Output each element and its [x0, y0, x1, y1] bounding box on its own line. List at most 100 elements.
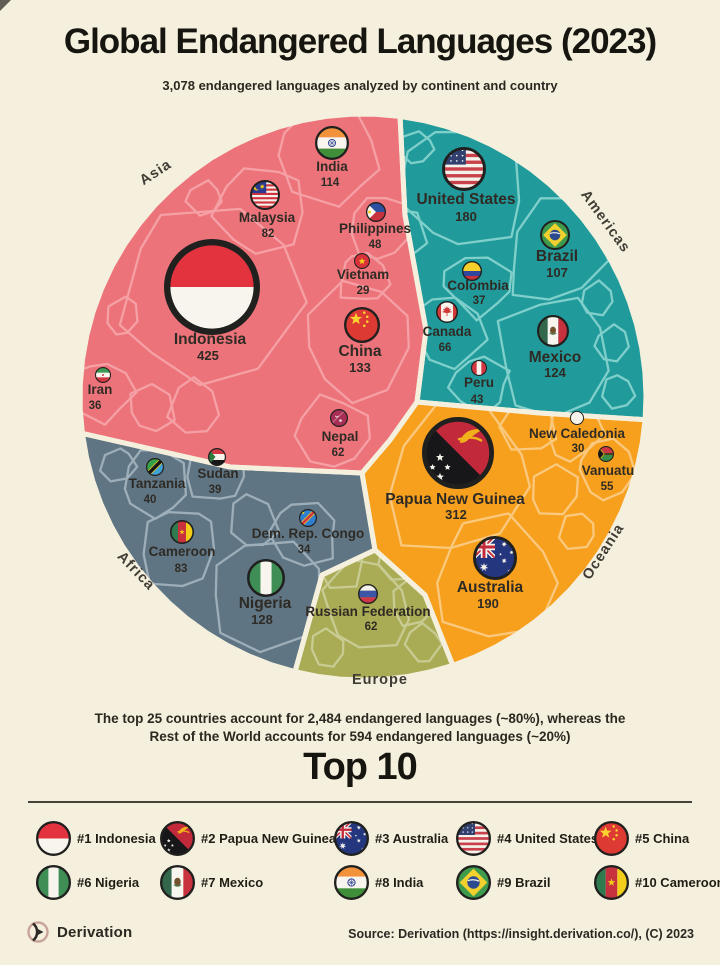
country-value-peru: 43	[471, 394, 484, 406]
legend-label: #5 China	[635, 830, 690, 846]
brazil-flag-icon	[540, 220, 570, 250]
country-cell-sudan: Sudan 39	[197, 448, 239, 496]
country-label-nigeria: Nigeria	[239, 595, 292, 612]
country-cell-malaysia: Malaysia 82	[239, 180, 296, 240]
country-label-new-caledonia: New Caledonia	[529, 426, 626, 441]
australia-flag-icon	[473, 536, 518, 581]
legend-item-china: #5 China	[594, 820, 689, 856]
country-cell-vietnam: Vietnam 29	[337, 253, 389, 297]
page-title: Global Endangered Languages (2023)	[63, 22, 657, 61]
country-value-new-caledonia: 30	[572, 443, 585, 455]
country-value-malaysia: 82	[262, 228, 275, 240]
country-value-india: 114	[321, 177, 340, 189]
country-value-nigeria: 128	[251, 612, 273, 627]
country-label-mexico: Mexico	[529, 349, 582, 366]
brand-lockup: Derivation	[26, 919, 132, 945]
country-label-united-states: United States	[416, 191, 515, 208]
legend-item-nigeria: #6 Nigeria	[36, 864, 139, 900]
legend-label: #2 Papua New Guinea	[201, 830, 337, 846]
legend-item-brazil: #9 Brazil	[456, 864, 550, 900]
sector-europe	[295, 550, 453, 680]
country-label-brazil: Brazil	[536, 248, 578, 265]
legend-item-cameroon: #10 Cameroon	[594, 864, 720, 900]
country-cell-tanzania: Tanzania 40	[129, 458, 186, 506]
country-value-china: 133	[349, 360, 371, 375]
country-value-indonesia: 425	[197, 348, 219, 363]
country-cell-new-caledonia: New Caledonia 30	[529, 411, 626, 455]
dr-congo-flag-icon	[299, 509, 317, 527]
country-value-brazil: 107	[546, 265, 568, 280]
country-value-papua-new-guinea: 312	[445, 507, 467, 522]
country-cell-philippines: Philippines 48	[339, 202, 411, 251]
vietnam-flag-icon	[354, 253, 370, 269]
mexico-flag-icon	[537, 315, 570, 348]
corner-artifact	[0, 0, 11, 11]
summary-note: The top 25 countries account for 2,484 e…	[0, 710, 720, 746]
continent-label-europe: Europe	[352, 672, 408, 688]
source-text: Source: Derivation (https://insight.deri…	[348, 927, 694, 941]
country-value-sudan: 39	[209, 484, 222, 496]
nigeria-flag-icon	[247, 559, 286, 598]
canada-flag-icon	[436, 301, 458, 323]
legend-item-papua-new-guinea: #2 Papua New Guinea	[160, 820, 336, 856]
legend-item-indonesia: #1 Indonesia	[36, 820, 156, 856]
papua-new-guinea-flag-icon	[160, 820, 195, 856]
indonesia-flag-icon	[164, 239, 260, 335]
legend-label: #10 Cameroon	[635, 874, 720, 890]
summary-note-line-1: The top 25 countries account for 2,484 e…	[94, 711, 626, 726]
cameroon-flag-icon	[170, 520, 194, 544]
brand-name: Derivation	[57, 923, 133, 941]
legend-label: #1 Indonesia	[77, 830, 156, 846]
country-value-philippines: 48	[369, 239, 382, 251]
india-flag-icon	[315, 126, 349, 160]
country-value-cameroon: 83	[175, 563, 188, 575]
legend-item-united-states: #4 United States	[456, 820, 598, 856]
legend-item-india: #8 India	[334, 864, 423, 900]
russia-flag-icon	[358, 584, 379, 605]
country-cell-peru: Peru 43	[464, 360, 494, 406]
country-label-papua-new-guinea: Papua New Guinea	[385, 491, 525, 508]
derivation-logo-icon	[27, 921, 49, 943]
country-cell-russian-federation: Russian Federation 62	[305, 584, 431, 633]
legend-label: #4 United States	[497, 830, 599, 846]
country-cell-iran: Iran 36	[88, 367, 113, 412]
country-label-dem-rep-congo: Dem. Rep. Congo	[252, 526, 365, 541]
country-value-united-states: 180	[455, 209, 477, 224]
country-label-colombia: Colombia	[447, 278, 509, 293]
united-states-flag-icon	[456, 820, 491, 856]
legend-label: #7 Mexico	[201, 874, 264, 890]
philippines-flag-icon	[366, 202, 387, 223]
country-value-dem-rep-congo: 34	[298, 544, 311, 556]
country-value-nepal: 62	[332, 447, 345, 459]
country-cell-cameroon: Cameroon 83	[149, 520, 215, 575]
country-label-india: India	[316, 159, 348, 174]
country-value-canada: 66	[439, 342, 452, 354]
country-label-vanuatu: Vanuatu	[582, 463, 635, 478]
top10-divider	[28, 801, 692, 803]
country-label-canada: Canada	[423, 324, 472, 339]
country-label-russian-federation: Russian Federation	[305, 604, 430, 619]
china-flag-icon	[344, 307, 380, 343]
legend-item-australia: #3 Australia	[334, 820, 448, 856]
china-flag-icon	[594, 820, 629, 856]
country-label-iran: Iran	[88, 382, 113, 397]
country-label-tanzania: Tanzania	[129, 476, 186, 491]
top10-heading: Top 10	[303, 746, 418, 788]
sudan-flag-icon	[208, 448, 226, 466]
continent-label-asia: Asia	[137, 157, 175, 189]
india-flag-icon	[334, 864, 369, 900]
colombia-flag-icon	[462, 261, 483, 282]
legend-label: #3 Australia	[375, 830, 449, 846]
country-value-vanuatu: 55	[601, 481, 614, 493]
cells-asia	[80, 114, 411, 468]
country-value-russian-federation: 62	[365, 621, 378, 633]
country-cell-nepal: Nepal 62	[322, 409, 358, 459]
country-label-malaysia: Malaysia	[239, 210, 296, 225]
